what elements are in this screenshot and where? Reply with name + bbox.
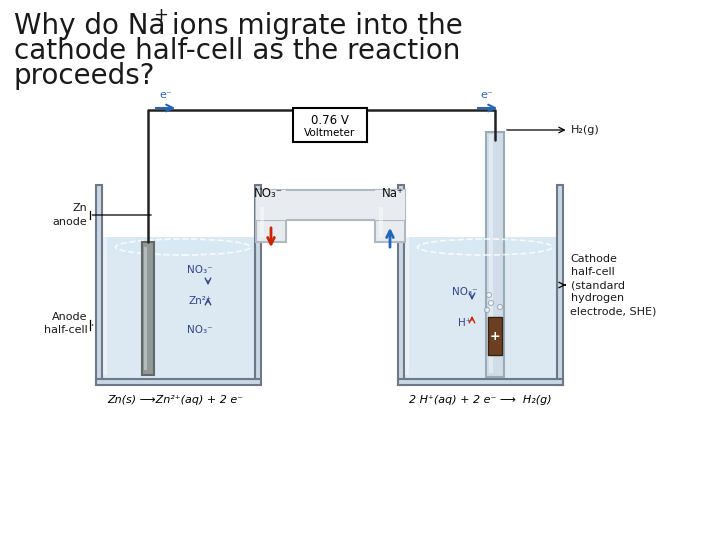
Bar xyxy=(397,379,562,385)
FancyBboxPatch shape xyxy=(293,108,367,142)
Text: Zn: Zn xyxy=(73,203,88,213)
Text: H⁺: H⁺ xyxy=(459,318,472,328)
Ellipse shape xyxy=(488,300,493,306)
Text: 2 H⁺(aq) + 2 e⁻ ⟶  H₂(g): 2 H⁺(aq) + 2 e⁻ ⟶ H₂(g) xyxy=(409,395,552,405)
Text: Why do Na: Why do Na xyxy=(14,12,166,40)
Bar xyxy=(486,132,504,377)
Bar xyxy=(256,205,286,242)
Bar xyxy=(256,190,405,220)
Bar xyxy=(379,207,383,237)
Text: cathode half-cell as the reaction: cathode half-cell as the reaction xyxy=(14,37,460,65)
Text: Voltmeter: Voltmeter xyxy=(305,128,356,138)
Text: Na⁺: Na⁺ xyxy=(382,187,404,200)
Text: proceeds?: proceeds? xyxy=(14,62,156,90)
Bar xyxy=(488,317,502,355)
Text: Zn²⁺: Zn²⁺ xyxy=(189,296,212,306)
Bar xyxy=(400,237,559,382)
Text: NO₃⁻: NO₃⁻ xyxy=(187,265,213,275)
Text: NO₃⁻: NO₃⁻ xyxy=(452,287,478,297)
Ellipse shape xyxy=(485,307,490,313)
Bar xyxy=(102,195,107,375)
Bar xyxy=(99,237,258,255)
Bar xyxy=(254,185,261,385)
Bar xyxy=(375,205,405,242)
Bar xyxy=(144,247,147,370)
Bar xyxy=(400,237,559,255)
Bar xyxy=(96,379,261,385)
Text: +: + xyxy=(490,329,500,342)
Text: H₂(g): H₂(g) xyxy=(570,125,599,135)
Text: +: + xyxy=(153,6,168,24)
Ellipse shape xyxy=(498,305,503,309)
Ellipse shape xyxy=(487,293,492,298)
Text: NO₃⁻: NO₃⁻ xyxy=(187,325,213,335)
Bar xyxy=(96,185,102,385)
Text: ions migrate into the: ions migrate into the xyxy=(163,12,463,40)
Text: 0.76 V: 0.76 V xyxy=(311,113,349,126)
Bar xyxy=(260,207,264,237)
Text: e⁻: e⁻ xyxy=(481,90,493,100)
Text: Cathode
half-cell
(standard
hydrogen
electrode, SHE): Cathode half-cell (standard hydrogen ele… xyxy=(570,254,657,316)
Bar xyxy=(256,190,286,220)
Text: Anode: Anode xyxy=(52,312,88,322)
Bar xyxy=(375,190,405,220)
Text: NO₃⁻: NO₃⁻ xyxy=(253,187,282,200)
Text: e⁻: e⁻ xyxy=(160,90,172,100)
Text: half-cell: half-cell xyxy=(44,325,88,335)
Bar xyxy=(489,135,493,373)
Text: Zn(s) ⟶Zn²⁺(aq) + 2 e⁻: Zn(s) ⟶Zn²⁺(aq) + 2 e⁻ xyxy=(107,395,243,405)
Bar xyxy=(557,185,562,385)
Bar xyxy=(405,195,408,375)
Bar xyxy=(99,237,258,382)
Bar xyxy=(142,242,154,375)
Text: anode: anode xyxy=(53,217,88,227)
Bar xyxy=(397,185,403,385)
